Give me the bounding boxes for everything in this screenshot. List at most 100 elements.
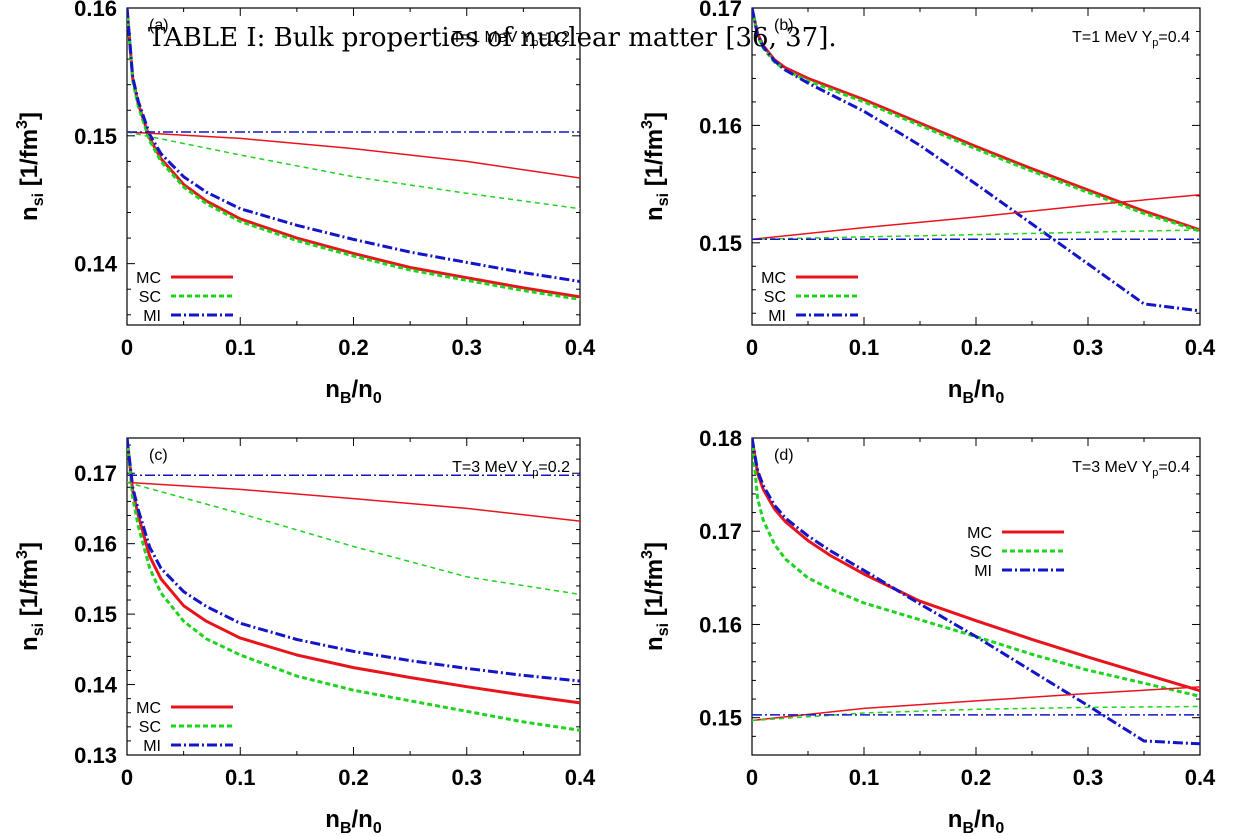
annotation-sub: p <box>532 467 538 479</box>
y-tick-label: 0.15 <box>74 602 117 627</box>
legend-label-mc: MC <box>136 700 161 717</box>
condition-annotation: T=1 MeV Yp=0.4 <box>1072 29 1190 49</box>
series-mi-thick <box>752 8 1200 313</box>
x-tick-label: 0.1 <box>225 335 256 360</box>
x-tick-label: 0.4 <box>565 765 596 790</box>
annotation-main: T=1 MeV Y <box>452 29 533 46</box>
y-tick-label: 0.15 <box>699 706 742 731</box>
series-sc-thick <box>127 438 580 732</box>
y-tick-label: 0.15 <box>74 124 117 149</box>
panel-label: (c) <box>149 447 168 464</box>
y-axis-label: nsi [1/fm3] <box>639 112 672 221</box>
y-tick-label: 0.18 <box>699 426 742 451</box>
legend-label-mi: MI <box>143 308 161 325</box>
x-tick-label: 0 <box>121 335 133 360</box>
y-tick-label: 0.16 <box>699 612 742 637</box>
legend: MC SC MI <box>967 525 1064 580</box>
x-tick-label: 0.4 <box>1185 335 1216 360</box>
chart-panel-d: 0 0.1 0.2 0.3 0.4 0.15 0.16 0.17 0.18 (d) T=3 MeV … <box>639 426 1216 836</box>
y-tick-label: 0.14 <box>74 252 118 277</box>
series-mc-thin <box>752 193 1200 241</box>
x-tick-label: 0.2 <box>961 335 992 360</box>
series-group <box>752 8 1200 313</box>
y-axis-label: nsi [1/fm3] <box>14 542 47 651</box>
x-axis-label: nB/n0 <box>948 806 1005 836</box>
x-axis-label: nB/n0 <box>325 376 382 407</box>
condition-annotation: T=1 MeV Yp=0.2 <box>452 29 570 49</box>
x-axis-label: nB/n0 <box>325 806 382 836</box>
legend-label-sc: SC <box>139 719 161 736</box>
x-tick-label: 0.3 <box>451 765 482 790</box>
annotation-tail: =0.2 <box>538 29 570 46</box>
legend-label-sc: SC <box>764 289 786 306</box>
chart-panel-a: 0 0.1 0.2 0.3 0.4 0.14 0.15 0.16 (a) T=1 MeV Yp=0… <box>14 0 596 407</box>
series-mc-thin <box>127 481 580 522</box>
series-sc-thin <box>752 229 1200 241</box>
legend-label-mi: MI <box>768 308 786 325</box>
series-mc-thin <box>127 131 580 179</box>
x-tick-label: 0.3 <box>1073 335 1104 360</box>
legend-label-mi: MI <box>974 563 992 580</box>
annotation-tail: =0.4 <box>1158 29 1190 46</box>
annotation-main: T=3 MeV Y <box>452 459 533 476</box>
annotation-tail: =0.4 <box>1158 459 1190 476</box>
series-group <box>127 8 580 301</box>
series-group <box>127 438 580 732</box>
legend-label-mc: MC <box>967 525 992 542</box>
y-tick-label: 0.17 <box>699 0 742 21</box>
condition-annotation: T=3 MeV Yp=0.4 <box>1072 459 1190 479</box>
series-mc-thin <box>752 686 1200 722</box>
series-mi-thick <box>752 438 1200 746</box>
legend-label-sc: SC <box>970 544 992 561</box>
y-axis-label: nsi [1/fm3] <box>14 112 47 221</box>
x-tick-label: 0 <box>746 765 758 790</box>
legend-label-mi: MI <box>143 738 161 755</box>
x-tick-label: 0.1 <box>225 765 256 790</box>
x-tick-label: 0 <box>121 765 133 790</box>
series-sc-thick <box>752 438 1200 698</box>
panel-label: (a) <box>149 17 169 34</box>
y-tick-label: 0.17 <box>74 461 117 486</box>
legend: MC SC MI <box>761 270 858 325</box>
series-sc-thick <box>127 8 580 301</box>
legend-label-mc: MC <box>761 270 786 287</box>
legend: MC SC MI <box>136 270 233 325</box>
table-caption: TABLE I: Bulk properties of nuclear matt… <box>148 23 837 53</box>
series-group <box>752 438 1200 746</box>
annotation-main: T=3 MeV Y <box>1072 459 1153 476</box>
legend-label-sc: SC <box>139 289 161 306</box>
panel-label: (b) <box>774 17 794 34</box>
x-tick-label: 0.3 <box>451 335 482 360</box>
y-tick-label: 0.16 <box>74 0 117 21</box>
chart-panel-b: 0 0.1 0.2 0.3 0.4 0.15 0.16 0.17 (b) T=1 MeV Yp=0… <box>639 0 1216 407</box>
y-tick-label: 0.15 <box>699 231 742 256</box>
x-tick-label: 0.2 <box>961 765 992 790</box>
x-tick-label: 0.2 <box>338 765 369 790</box>
x-tick-label: 0.1 <box>849 765 880 790</box>
series-mc-thick <box>127 438 580 705</box>
series-sc-thin <box>127 481 580 596</box>
x-tick-label: 0.3 <box>1073 765 1104 790</box>
x-tick-label: 0.1 <box>849 335 880 360</box>
x-tick-label: 0.2 <box>338 335 369 360</box>
x-tick-label: 0.4 <box>565 335 596 360</box>
x-tick-label: 0 <box>746 335 758 360</box>
panel-label: (d) <box>774 447 794 464</box>
series-mi-thick <box>127 438 580 683</box>
annotation-tail: =0.2 <box>538 459 570 476</box>
series-mi-thick <box>127 8 580 283</box>
annotation-sub: p <box>1152 467 1158 479</box>
legend: MC SC MI <box>136 700 233 755</box>
x-axis-label: nB/n0 <box>948 376 1005 407</box>
x-tick-label: 0.4 <box>1185 765 1216 790</box>
chart-panel-c: 0 0.1 0.2 0.3 0.4 0.13 0.14 0.15 0.16 0.17 (c) T=3 … <box>14 437 596 836</box>
y-tick-label: 0.14 <box>74 673 118 698</box>
series-mc-thick <box>752 438 1200 693</box>
series-mc-thick <box>127 8 580 299</box>
legend-label-mc: MC <box>136 270 161 287</box>
annotation-sub: p <box>1152 37 1158 49</box>
y-tick-label: 0.16 <box>699 113 742 138</box>
condition-annotation: T=3 MeV Yp=0.2 <box>452 459 570 479</box>
y-tick-label: 0.16 <box>74 532 117 557</box>
